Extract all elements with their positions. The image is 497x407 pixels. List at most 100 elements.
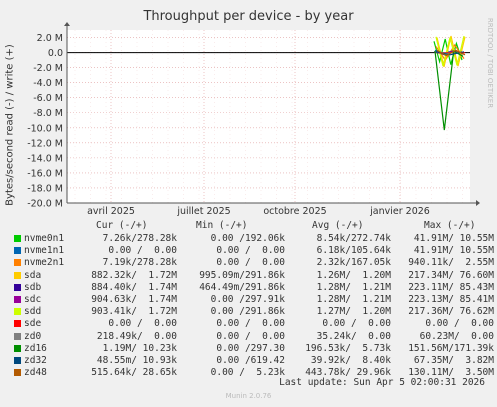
legend-min: 0.00 / 0.00: [216, 245, 285, 257]
y-tick-label: -10.0 M: [27, 123, 63, 134]
legend-swatch: [14, 344, 21, 352]
y-tick-label: -20.0 M: [27, 199, 63, 210]
y-tick-label: -12.0 M: [27, 138, 63, 149]
legend-min: 0.00 /619.42: [216, 355, 285, 366]
legend-row: sda 882.32k/ 1.72M 995.09m/291.86k 1.26M/ 1…: [12, 269, 494, 282]
y-tick-label: -18.0 M: [27, 183, 63, 194]
legend-max: 223.13M/ 85.41M: [408, 294, 494, 305]
series-line-zd16: [434, 50, 464, 131]
legend-name: zd32: [24, 355, 47, 366]
munin-version: Munin 2.0.76: [225, 392, 272, 400]
legend-avg: 0.00 / 0.00: [322, 318, 391, 330]
legend-min: 0.00 / 0.00: [216, 318, 285, 330]
legend-row: sdb 884.40k/ 1.74M 464.49m/291.86k 1.28M/ 1…: [12, 281, 494, 294]
legend-swatch: [14, 247, 21, 255]
legend-cur: 884.40k/ 1.74M: [91, 281, 177, 293]
legend-avg: 196.53k/ 5.73k: [305, 342, 391, 354]
legend-row: nvme0n1 7.26k/278.28k 0.00 /192.06k 8.54k/2…: [12, 233, 494, 245]
x-axis-arrow: [476, 200, 480, 206]
legend-min: 0.00 /297.91k: [210, 294, 285, 305]
legend-name: zd0: [24, 330, 42, 342]
y-axis-arrow: [64, 22, 70, 26]
legend-header-cur: Cur (-/+): [96, 220, 148, 231]
legend-row: nvme2n1 7.19k/278.28k 0.00 / 0.00 2.32k/167…: [12, 257, 494, 269]
y-tick-label: -2.0 M: [33, 63, 63, 74]
legend-cur: 0.00 / 0.00: [108, 318, 177, 330]
legend-row: zd48 515.64k/ 28.65k 0.00 / 5.23k 443.78k/ …: [12, 367, 494, 379]
legend-name: sde: [24, 318, 42, 330]
legend-avg: 6.18k/105.64k: [316, 245, 391, 257]
plot-area: 2.0 M 0.0 -2.0 M -4.0 M -6.0 M -8.0 M -10.0 M -…: [27, 22, 480, 217]
legend-cur: 882.32k/ 1.72M: [91, 269, 177, 281]
plot-background: [67, 30, 470, 203]
legend-swatch: [14, 369, 21, 377]
legend-name: nvme2n1: [24, 257, 65, 269]
legend-cur: 218.49k/ 0.00: [96, 330, 177, 342]
legend-row: nvme1n1 0.00 / 0.00 0.00 / 0.00 6.18k/105.6…: [12, 245, 494, 257]
legend-row: sde 0.00 / 0.00 0.00 / 0.00 0.00 / 0.00 0.00…: [12, 318, 494, 330]
chart-title: Throughput per device - by year: [143, 9, 354, 24]
legend-name: nvme0n1: [24, 233, 65, 244]
legend-cur: 1.19M/ 10.23k: [102, 342, 177, 354]
legend-name: sdb: [24, 281, 42, 293]
legend-max: 217.34M/ 76.60M: [408, 269, 494, 281]
legend-header-max: Max (-/+): [424, 220, 476, 231]
legend-row: zd0 218.49k/ 0.00 0.00 / 0.00 35.24k/ 0.00 6…: [12, 330, 494, 343]
legend-swatch: [14, 259, 21, 267]
y-tick-label: -6.0 M: [33, 93, 63, 104]
y-tick-label: -8.0 M: [33, 108, 63, 119]
legend-avg: 2.32k/167.05k: [316, 257, 391, 269]
legend-name: sdc: [24, 294, 42, 305]
legend-avg: 1.28M/ 1.21M: [316, 281, 391, 293]
x-tick-label: octobre 2025: [263, 206, 326, 217]
x-tick-label: juillet 2025: [176, 206, 230, 217]
legend-max: 60.23M/ 0.00: [419, 330, 494, 342]
legend-row: sdd 903.41k/ 1.72M 0.00 /291.86k 1.27M/ 1.2…: [12, 306, 494, 318]
legend-avg: 35.24k/ 0.00: [316, 330, 391, 342]
legend-min: 995.09m/291.86k: [199, 269, 285, 281]
legend-max: 223.11M/ 85.43M: [408, 281, 494, 293]
legend-max: 0.00 / 0.00: [425, 318, 494, 330]
legend-name: sdd: [24, 306, 42, 318]
y-tick-label: -16.0 M: [27, 168, 63, 179]
legend-header-min: Min (-/+): [196, 220, 248, 231]
legend-avg: 8.54k/272.74k: [316, 233, 391, 244]
legend-min: 0.00 /291.86k: [210, 306, 285, 318]
legend-min: 464.49m/291.86k: [199, 281, 285, 293]
legend-row: sdc 904.63k/ 1.74M 0.00 /297.91k 1.28M/ 1.2…: [12, 294, 494, 306]
legend-avg: 1.26M/ 1.20M: [316, 269, 391, 281]
legend-name: zd48: [24, 367, 47, 379]
last-update: Last update: Sun Apr 5 02:00:31 2026: [279, 377, 485, 388]
legend-min: 0.00 / 5.23k: [210, 367, 285, 379]
legend-name: zd16: [24, 342, 47, 354]
legend-cur: 7.19k/278.28k: [102, 257, 177, 269]
legend-min: 0.00 / 0.00: [216, 257, 285, 269]
legend-swatch: [14, 283, 21, 291]
legend-min: 0.00 /297.30: [216, 342, 285, 354]
legend-swatch: [14, 357, 21, 364]
legend-avg: 39.92k/ 8.40k: [310, 355, 391, 366]
legend-min: 0.00 /192.06k: [210, 233, 285, 244]
legend-header-avg: Avg (-/+): [312, 220, 364, 231]
legend-max: 151.56M/171.39k: [408, 342, 494, 354]
legend-swatch: [14, 296, 21, 303]
legend-cur: 515.64k/ 28.65k: [91, 367, 177, 379]
legend-max: 940.11k/ 2.55M: [408, 257, 494, 269]
legend-max: 41.91M/ 10.55M: [413, 245, 494, 257]
legend-cur: 7.26k/278.28k: [102, 233, 177, 244]
legend-max: 217.36M/ 76.62M: [408, 306, 494, 318]
legend-cur: 0.00 / 0.00: [108, 245, 177, 257]
y-tick-label: 0.0: [48, 48, 63, 59]
legend-swatch: [14, 320, 21, 328]
legend-avg: 1.27M/ 1.20M: [316, 306, 391, 318]
legend-swatch: [14, 308, 21, 316]
series-line-zd48: [436, 49, 466, 57]
legend-swatch: [14, 271, 21, 279]
legend-name: nvme1n1: [24, 245, 65, 257]
legend-min: 0.00 / 0.00: [216, 330, 285, 342]
legend-swatch: [14, 235, 21, 242]
legend-max: 67.35M/ 3.82M: [413, 355, 494, 366]
y-tick-label: 2.0 M: [37, 33, 63, 44]
legend-cur: 903.41k/ 1.72M: [91, 306, 177, 318]
